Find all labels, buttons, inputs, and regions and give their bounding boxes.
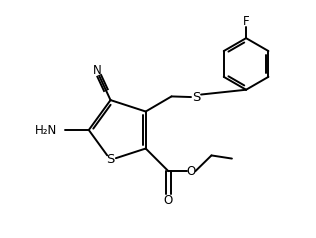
Text: O: O: [186, 165, 196, 178]
Text: S: S: [192, 90, 200, 104]
Text: H₂N: H₂N: [35, 124, 57, 137]
Text: O: O: [164, 194, 173, 207]
Text: N: N: [93, 64, 101, 77]
Text: S: S: [106, 154, 115, 166]
Text: F: F: [243, 15, 249, 28]
